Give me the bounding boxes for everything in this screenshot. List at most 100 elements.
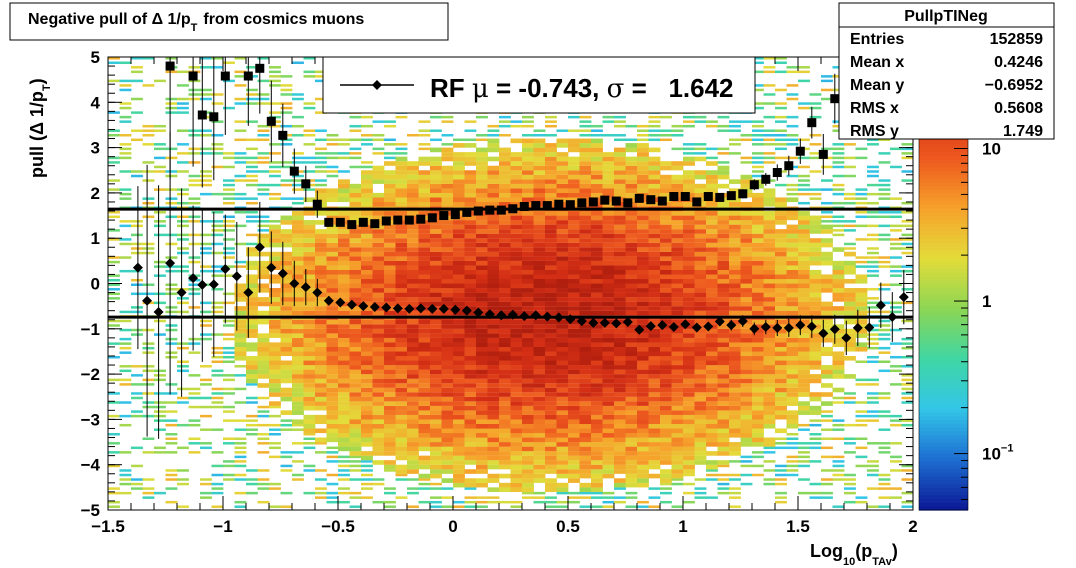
heatmap-cell	[671, 378, 684, 384]
heatmap-cell	[637, 355, 649, 361]
heatmap-cell	[740, 365, 753, 370]
heatmap-cell	[637, 342, 649, 348]
heatmap-cell	[694, 192, 707, 198]
heatmap-cell	[303, 170, 316, 173]
heatmap-cell	[545, 197, 557, 203]
heatmap-cell	[591, 179, 603, 184]
heatmap-cell	[648, 274, 661, 280]
heatmap-cell	[476, 360, 488, 366]
heatmap-cell	[568, 473, 580, 479]
heatmap-cell	[729, 383, 741, 388]
heatmap-cell	[372, 432, 385, 438]
heatmap-cell	[269, 401, 281, 406]
heatmap-cell	[614, 138, 626, 142]
heatmap-cell	[407, 405, 419, 411]
heatmap-cell	[499, 383, 511, 388]
heatmap-cell	[625, 482, 638, 488]
heatmap-cell	[821, 242, 833, 248]
heatmap-cell	[625, 355, 638, 361]
heatmap-cell	[579, 306, 592, 311]
heatmap-cell	[729, 369, 741, 375]
heatmap-cell	[430, 428, 442, 434]
heatmap-cell	[510, 355, 523, 361]
heatmap-cell	[441, 229, 454, 234]
heatmap-cell	[269, 260, 281, 266]
heatmap-cell	[717, 351, 730, 357]
heatmap-cell	[648, 215, 661, 221]
heatmap-cell	[614, 233, 626, 239]
heatmap-cell	[683, 455, 695, 461]
heatmap-cell	[533, 365, 546, 370]
heatmap-cell	[372, 392, 385, 397]
heatmap-cell	[349, 505, 362, 508]
heatmap-cell	[786, 70, 799, 74]
heatmap-cell	[821, 288, 833, 293]
heatmap-cell	[338, 211, 350, 216]
heatmap-cell	[476, 432, 488, 438]
heatmap-cell	[694, 319, 707, 325]
heatmap-cell	[660, 129, 672, 132]
heatmap-cell	[349, 156, 362, 160]
heatmap-cell	[131, 66, 143, 69]
heatmap-cell	[786, 283, 799, 289]
heatmap-cell	[315, 247, 327, 252]
heatmap-cell	[223, 292, 235, 296]
heatmap-cell	[694, 115, 707, 119]
heatmap-cell	[499, 328, 511, 334]
heatmap-cell	[821, 165, 833, 169]
heatmap-cell	[510, 156, 523, 162]
heatmap-cell	[326, 423, 339, 429]
heatmap-cell	[545, 496, 557, 499]
heatmap-cell	[694, 451, 707, 456]
heatmap-cell	[441, 365, 454, 370]
heatmap-cell	[602, 414, 615, 420]
heatmap-cell	[637, 251, 649, 257]
heatmap-cell	[269, 369, 281, 375]
heatmap-cell	[430, 401, 442, 406]
heatmap-cell	[395, 224, 408, 230]
heatmap-cell	[579, 337, 592, 343]
heatmap-cell	[441, 278, 454, 284]
heatmap-cell	[441, 224, 454, 230]
heatmap-cell	[303, 265, 316, 270]
heatmap-cell	[775, 383, 787, 388]
heatmap-cell	[200, 134, 212, 137]
heatmap-cell	[763, 451, 776, 454]
heatmap-cell	[315, 152, 327, 155]
heatmap-cell	[545, 487, 557, 492]
heatmap-cell	[292, 292, 304, 298]
heatmap-cell	[614, 242, 626, 248]
heatmap-cell	[499, 238, 511, 243]
heatmap-cell	[832, 120, 845, 123]
heatmap-cell	[108, 57, 120, 60]
heatmap-cell	[303, 220, 316, 225]
heatmap-cell	[177, 84, 189, 87]
heatmap-cell	[844, 278, 856, 284]
heatmap-cell	[798, 374, 810, 379]
heatmap-cell	[694, 383, 707, 388]
heatmap-cell	[487, 201, 500, 207]
heatmap-cell	[510, 238, 523, 243]
heatmap-cell	[476, 355, 488, 361]
heatmap-cell	[809, 410, 822, 415]
heatmap-cell	[832, 75, 845, 78]
heatmap-cell	[878, 328, 891, 332]
heatmap-cell	[188, 233, 201, 237]
heatmap-cell	[280, 161, 293, 164]
heatmap-cell	[660, 251, 672, 257]
heatmap-cell	[602, 152, 615, 157]
heatmap-cell	[131, 138, 143, 142]
heatmap-cell	[867, 310, 879, 314]
heatmap-cell	[694, 156, 707, 162]
heatmap-cell	[108, 442, 120, 445]
heatmap-cell	[740, 174, 753, 180]
heatmap-cell	[246, 328, 258, 334]
heatmap-cell	[556, 292, 569, 298]
heatmap-cell	[487, 156, 500, 162]
heatmap-cell	[280, 102, 293, 105]
heatmap-cell	[717, 224, 730, 230]
heatmap-cell	[867, 297, 879, 300]
heatmap-cell	[775, 256, 787, 261]
heatmap-cell	[660, 365, 672, 370]
heatmap-cell	[384, 337, 396, 343]
